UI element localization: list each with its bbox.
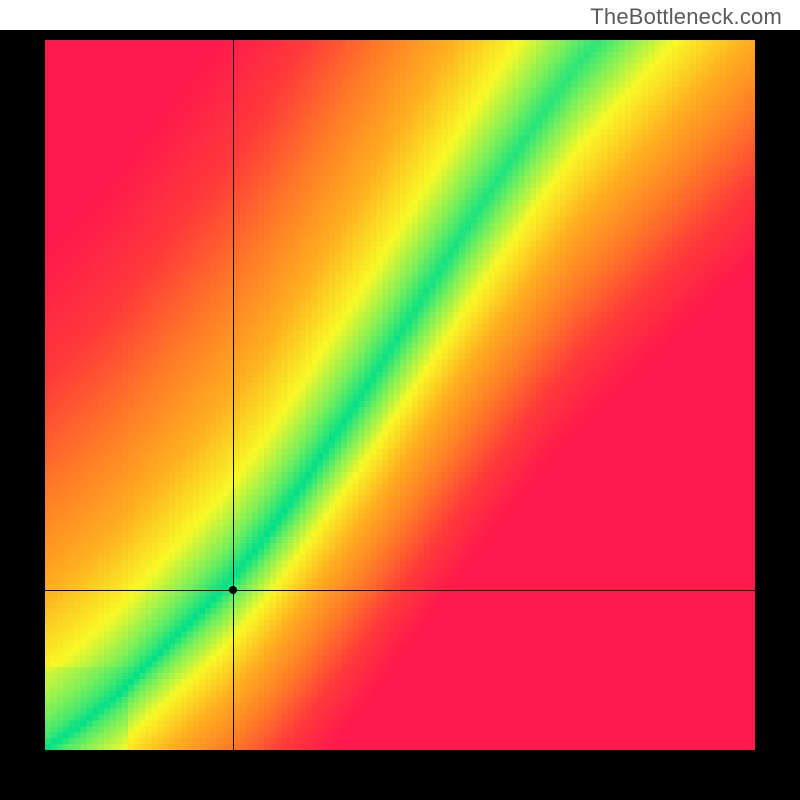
selection-marker	[229, 586, 237, 594]
figure-container: TheBottleneck.com	[0, 0, 800, 800]
crosshair-horizontal	[45, 590, 755, 591]
plot-area	[45, 40, 755, 750]
watermark-text: TheBottleneck.com	[590, 4, 782, 30]
crosshair-vertical	[233, 40, 234, 750]
heatmap-canvas	[45, 40, 755, 750]
plot-frame	[0, 30, 800, 800]
